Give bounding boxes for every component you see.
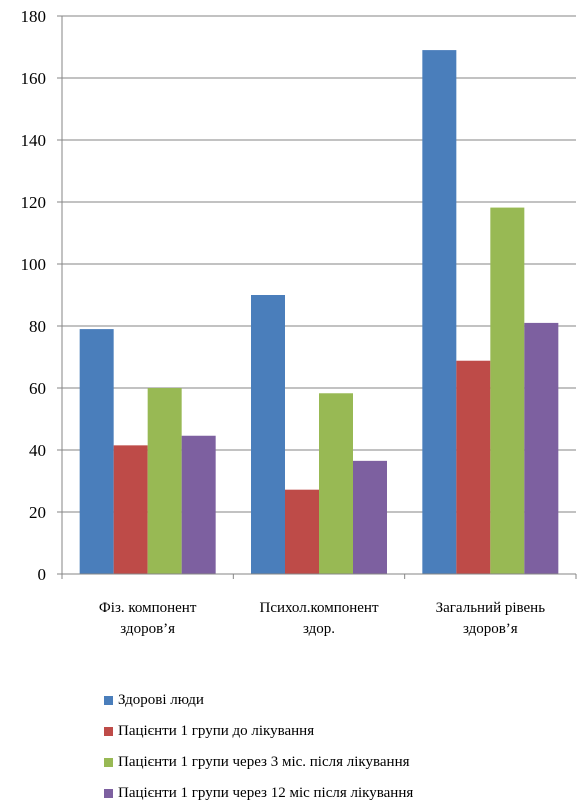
y-tick-label: 140 [21,131,47,150]
bar [251,295,285,574]
y-tick-label: 160 [21,69,47,88]
legend-label: Здорові люди [118,692,204,708]
bar [79,329,114,574]
y-tick-label: 120 [21,193,47,212]
legend-swatch [104,696,113,705]
x-category-label: Психол.компонент здор. [259,600,378,637]
x-category-label-line: Психол.компонент [259,600,378,616]
x-category-label: Загальний рівень здоров’я [436,600,546,637]
legend-swatch [104,789,113,798]
legend-label: Пацієнти 1 групи через 12 міс після ліку… [118,785,414,801]
bar [285,489,319,574]
y-tick-label: 80 [29,317,46,336]
bars [79,50,559,575]
x-category-label-line: здоров’я [463,621,518,637]
bar [147,388,182,574]
x-category-label: Фіз. компонент здоров’я [99,600,197,637]
legend-item: Пацієнти 1 групи через 3 міс. після ліку… [104,747,413,778]
legend-label: Пацієнти 1 групи через 3 міс. після ліку… [118,754,410,770]
x-category-label-line: здор. [303,621,335,637]
legend: Здорові люди Пацієнти 1 групи до лікуванн… [104,685,413,809]
x-category-label-line: здоров’я [120,621,175,637]
bar [422,50,457,575]
x-category-label-line: Загальний рівень [436,600,546,616]
x-category-label-line: Фіз. компонент [99,600,197,616]
bar [353,460,387,574]
legend-item: Здорові люди [104,685,413,716]
bar [524,322,559,574]
legend-label: Пацієнти 1 групи до лікування [118,723,315,739]
y-tick-label: 60 [29,379,46,398]
axes [57,15,577,579]
bar [113,445,148,574]
axis-labels: 0 20 40 60 80 100 120 140 160 180 Фіз. компонент зд… [21,7,546,637]
y-tick-label: 40 [29,441,46,460]
bar [319,393,353,574]
legend-swatch [104,758,113,767]
y-tick-label: 20 [29,503,46,522]
y-tick-label: 180 [21,7,47,26]
legend-item: Пацієнти 1 групи через 12 міс після ліку… [104,778,413,809]
legend-item: Пацієнти 1 групи до лікування [104,716,413,747]
y-tick-label: 0 [38,565,47,584]
y-tick-label: 100 [21,255,47,274]
bar [181,435,216,574]
bar [490,207,525,574]
legend-swatch [104,727,113,736]
bar [456,360,491,574]
